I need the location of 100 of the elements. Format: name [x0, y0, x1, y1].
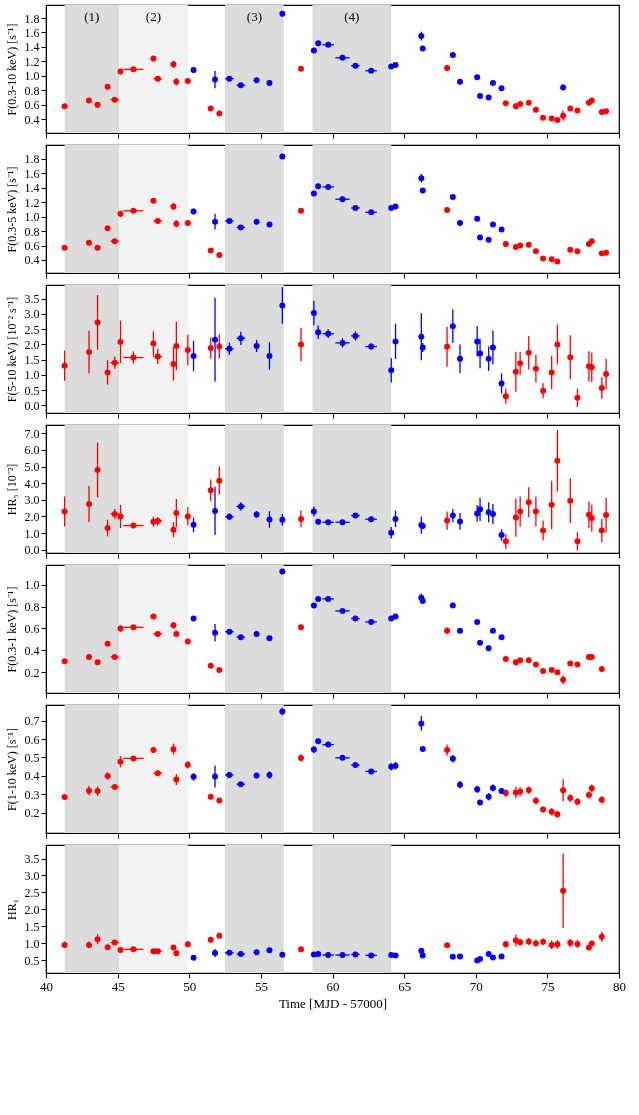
point	[253, 218, 260, 225]
y-tick-label: 0.6	[24, 239, 40, 254]
point	[532, 661, 539, 668]
point	[525, 241, 532, 248]
point	[502, 656, 509, 663]
point	[474, 618, 481, 625]
y-tick-label: 0.0	[24, 398, 40, 413]
y-tick-label: 1.6	[24, 166, 40, 181]
point	[498, 226, 505, 233]
point	[554, 258, 561, 265]
y-tick-label: 0.8	[24, 83, 40, 98]
point	[104, 225, 111, 232]
point	[502, 241, 509, 248]
point	[419, 187, 426, 194]
x-tick-label: 60	[326, 978, 340, 994]
point	[253, 949, 260, 956]
point	[554, 116, 561, 123]
point	[485, 645, 492, 652]
x-axis-title: Time [MJD - 57000]	[278, 995, 388, 1011]
point	[456, 953, 463, 960]
point	[567, 660, 574, 667]
point	[525, 657, 532, 664]
point	[315, 738, 322, 745]
point	[517, 657, 524, 664]
point	[540, 668, 547, 675]
point	[184, 220, 191, 227]
y-tick-label: 1.0	[24, 936, 40, 951]
point	[315, 951, 322, 958]
point	[184, 638, 191, 645]
x-tick-label: 65	[398, 978, 412, 994]
point	[207, 793, 214, 800]
y-tick-label: 0.8	[24, 224, 40, 239]
point	[266, 947, 273, 954]
y-tick-label: 3.0	[24, 868, 40, 883]
point	[456, 627, 463, 634]
y-tick-label: 0.7	[24, 714, 40, 729]
point	[474, 215, 481, 222]
point	[310, 602, 317, 609]
band-label: (1)	[84, 9, 100, 24]
point	[388, 204, 395, 211]
y-tick-label: 1.4	[24, 40, 40, 55]
point	[449, 953, 456, 960]
point	[94, 101, 101, 108]
point	[279, 951, 286, 958]
x-tick-label: 75	[541, 978, 555, 994]
point	[548, 256, 555, 263]
y-tick-label: 1.5	[24, 353, 40, 368]
y-tick-label: 3.0	[24, 493, 40, 508]
y-tick-label: 1.5	[24, 919, 40, 934]
point	[477, 639, 484, 646]
point	[532, 248, 539, 255]
y-tick-label: 2.0	[24, 509, 40, 524]
point	[485, 236, 492, 243]
point	[392, 952, 399, 959]
y-tick-label: 0.5	[24, 383, 40, 398]
point	[184, 77, 191, 84]
point	[603, 108, 610, 115]
point	[315, 595, 322, 602]
point	[297, 624, 304, 631]
point	[315, 40, 322, 47]
point	[207, 247, 214, 254]
point	[456, 78, 463, 85]
y-tick-label: 1.2	[24, 54, 40, 69]
point	[603, 249, 610, 256]
y-axis-title: HR₁	[4, 899, 19, 920]
y-tick-label: 6.0	[24, 443, 40, 458]
point	[310, 47, 317, 54]
y-axis-title: F(1-10 keV) [s⁻¹]	[4, 728, 19, 811]
band-label: (4)	[344, 9, 360, 24]
y-tick-label: 0.5	[24, 750, 40, 765]
point	[548, 115, 555, 122]
point	[216, 797, 223, 804]
point	[150, 613, 157, 620]
y-tick-label: 0.4	[24, 643, 40, 658]
point	[61, 244, 68, 251]
y-tick-label: 0.4	[24, 253, 40, 268]
point	[517, 101, 524, 108]
point	[532, 106, 539, 113]
y-tick-label: 3.5	[24, 852, 40, 867]
point	[253, 77, 260, 84]
point	[190, 954, 197, 961]
y-tick-label: 1.0	[24, 526, 40, 541]
point	[253, 630, 260, 637]
y-tick-label: 1.6	[24, 25, 40, 40]
y-tick-label: 1.8	[24, 152, 40, 167]
y-tick-label: 2.0	[24, 902, 40, 917]
point	[216, 110, 223, 117]
point	[207, 105, 214, 112]
point	[104, 640, 111, 647]
point	[525, 99, 532, 106]
point	[266, 221, 273, 228]
x-tick-label: 40	[40, 978, 53, 994]
point	[474, 74, 481, 81]
point	[310, 190, 317, 197]
point	[266, 635, 273, 642]
y-tick-label: 0.4	[24, 112, 40, 127]
y-tick-label: 0.6	[24, 732, 40, 747]
point	[150, 55, 157, 62]
y-tick-label: 0.3	[24, 787, 40, 802]
point	[150, 197, 157, 204]
